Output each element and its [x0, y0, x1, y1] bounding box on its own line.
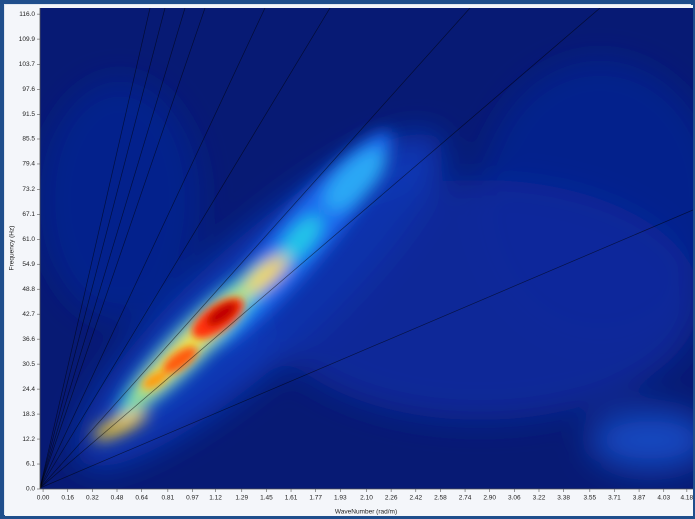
x-tick-label: 3.22: [533, 495, 546, 502]
x-tick-label: 4.03: [657, 495, 670, 502]
y-tick-label: 30.5: [22, 361, 35, 368]
y-axis-label: Frequency (Hz): [9, 226, 16, 271]
x-tick-label: 3.55: [583, 495, 596, 502]
x-tick-label: 3.38: [557, 495, 570, 502]
x-tick-label: 1.29: [235, 495, 248, 502]
x-tick-label: 2.90: [483, 495, 496, 502]
x-tick-label: 0.00: [37, 495, 50, 502]
y-tick-label: 18.3: [22, 411, 35, 418]
x-tick-label: 0.48: [111, 495, 124, 502]
x-tick-label: 1.12: [209, 495, 222, 502]
x-tick-label: 4.18: [681, 495, 694, 502]
x-tick-label: 3.87: [633, 495, 646, 502]
x-tick-label: 2.42: [409, 495, 422, 502]
y-tick-label: 61.0: [22, 236, 35, 243]
x-tick-label: 2.58: [434, 495, 447, 502]
x-tick-label: 0.32: [86, 495, 99, 502]
y-tick-label: 116.0: [19, 11, 35, 18]
y-tick-label: 0.0: [26, 486, 35, 493]
x-tick-label: 0.97: [186, 495, 199, 502]
y-tick-label: 42.7: [22, 311, 35, 318]
heatmap: [40, 8, 695, 505]
y-tick-label: 12.2: [22, 436, 35, 443]
y-tick-label: 97.6: [22, 86, 35, 93]
y-tick-label: 36.6: [22, 336, 35, 343]
x-tick-label: 0.64: [135, 495, 148, 502]
x-tick-label: 1.77: [309, 495, 322, 502]
x-tick-label: 1.61: [285, 495, 298, 502]
x-tick-label: 2.10: [360, 495, 373, 502]
x-axis-label: WaveNumber (rad/m): [335, 509, 397, 516]
y-tick-label: 109.9: [19, 36, 36, 43]
x-tick-label: 1.93: [334, 495, 347, 502]
y-tick-label: 24.4: [22, 386, 35, 393]
x-tick-label: 2.74: [459, 495, 472, 502]
x-tick-label: 0.81: [161, 495, 174, 502]
x-tick-label: 1.45: [260, 495, 273, 502]
y-tick-label: 6.1: [26, 461, 35, 468]
x-tick-label: 3.71: [608, 495, 621, 502]
y-tick-label: 91.5: [22, 111, 35, 118]
y-tick-label: 73.2: [22, 186, 35, 193]
page: {"chart_data": {"type": "heatmap", "y_la…: [0, 0, 695, 519]
y-tick-label: 103.7: [19, 61, 36, 68]
y-tick-label: 85.5: [22, 136, 35, 143]
x-tick-label: 3.06: [508, 495, 521, 502]
x-tick-label: 0.16: [61, 495, 74, 502]
y-tick-label: 79.4: [22, 161, 35, 168]
y-tick-label: 54.9: [22, 261, 35, 268]
y-tick-label: 48.8: [22, 286, 35, 293]
chart: Frequency (Hz) WaveNumber (rad/m) 0.0 6.1…: [0, 0, 695, 519]
y-tick-label: 67.1: [22, 211, 35, 218]
x-tick-label: 2.26: [385, 495, 398, 502]
